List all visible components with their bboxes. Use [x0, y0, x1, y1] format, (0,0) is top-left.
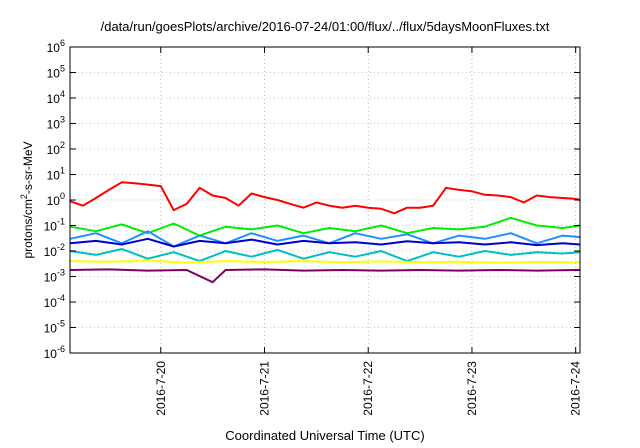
series-line	[69, 248, 581, 263]
y-axis-label: protons/cm2-s-sr-MeV	[19, 141, 35, 258]
y-tick-label: 102	[47, 140, 65, 157]
x-tick-label: 2016-7-24	[569, 361, 583, 416]
y-tick-label: 10-1	[44, 217, 65, 234]
y-tick-label: 101	[47, 166, 65, 183]
tick-marks	[70, 46, 580, 354]
x-tick-labels: 2016-7-20 2016-7-21 2016-7-22 2016-7-23 2016…	[154, 361, 583, 416]
y-tick-label: 10-3	[44, 268, 65, 285]
y-tick-label: 106	[47, 38, 65, 55]
y-tick-label: 10-4	[44, 293, 65, 310]
y-tick-label: 10-5	[44, 319, 65, 336]
y-tick-labels: 10-6 10-5 10-4 10-3 10-2 10-1 100 101 102 103 104 1…	[44, 38, 65, 361]
series-line	[69, 181, 581, 215]
x-tick-label: 2016-7-23	[465, 361, 479, 416]
y-tick-label: 104	[47, 89, 65, 106]
chart-title: /data/run/goesPlots/archive/2016-07-24/0…	[101, 19, 550, 34]
x-tick-label: 2016-7-21	[257, 361, 271, 416]
y-tick-label: 10-2	[44, 242, 65, 259]
y-tick-label: 100	[47, 191, 65, 208]
y-tick-label: 103	[47, 115, 65, 132]
series-group	[69, 181, 581, 284]
y-tick-label: 105	[47, 64, 65, 81]
series-line	[69, 237, 581, 248]
series-line	[69, 259, 580, 264]
x-axis-label: Coordinated Universal Time (UTC)	[225, 428, 424, 443]
x-tick-label: 2016-7-20	[154, 361, 168, 416]
y-tick-label: 10-6	[44, 344, 65, 361]
x-tick-label: 2016-7-22	[361, 361, 375, 416]
series-line	[69, 268, 580, 284]
series-line	[69, 216, 581, 237]
